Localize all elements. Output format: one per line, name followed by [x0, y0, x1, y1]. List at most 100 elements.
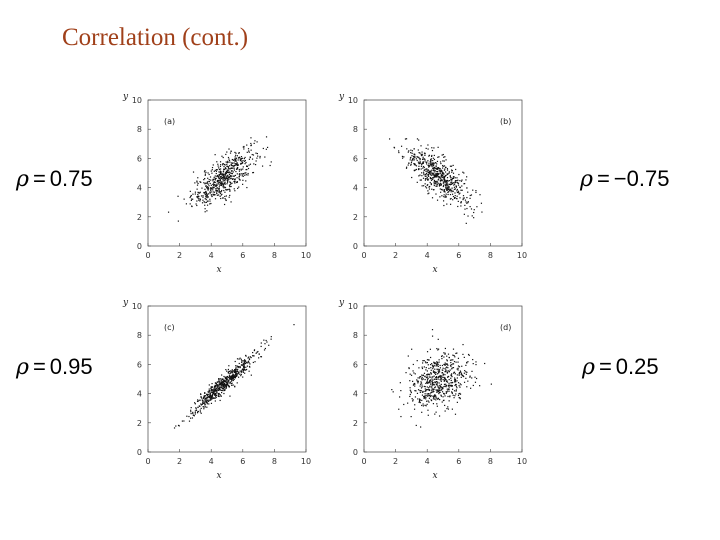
data-point [252, 171, 255, 174]
data-point [408, 150, 410, 152]
data-point [247, 172, 249, 175]
data-point [447, 173, 449, 175]
x-axis-label: x [432, 265, 437, 275]
data-point [413, 169, 415, 171]
data-point [446, 366, 448, 368]
data-point [211, 389, 213, 391]
data-point [437, 167, 439, 169]
data-point [228, 158, 230, 160]
data-point [235, 365, 237, 367]
data-point [444, 352, 446, 354]
data-point [270, 161, 272, 163]
y-tick-label: 2 [137, 419, 142, 428]
y-tick-label: 10 [348, 302, 358, 311]
data-point [445, 193, 447, 195]
data-point [422, 161, 425, 163]
data-point [428, 165, 430, 167]
data-point [204, 406, 206, 408]
data-point [440, 174, 443, 176]
data-point [446, 371, 448, 373]
data-point [429, 363, 432, 366]
data-point [220, 378, 222, 380]
data-point [430, 369, 432, 371]
data-point [433, 361, 435, 363]
data-point [233, 162, 235, 164]
data-point [210, 391, 212, 393]
data-point [192, 412, 194, 415]
data-point [232, 370, 234, 372]
data-point [448, 386, 450, 388]
data-point [432, 172, 434, 174]
data-point [435, 411, 437, 413]
data-point [420, 179, 422, 181]
data-point [443, 380, 445, 382]
data-point [434, 371, 436, 373]
data-point [230, 163, 232, 165]
x-tick-label: 6 [240, 251, 245, 260]
data-point [451, 392, 453, 394]
data-point [443, 194, 445, 196]
y-tick-label: 6 [137, 154, 142, 163]
data-point [227, 175, 229, 177]
data-point [219, 172, 222, 174]
data-point [447, 193, 449, 196]
data-point [216, 381, 219, 383]
data-point [229, 395, 231, 397]
data-point [441, 391, 444, 393]
data-point [454, 177, 456, 179]
data-point [239, 158, 241, 160]
data-point [442, 165, 444, 167]
data-point [220, 194, 222, 196]
data-point [450, 361, 452, 364]
data-point [218, 190, 220, 192]
data-point [239, 159, 242, 162]
data-point [233, 175, 236, 177]
data-point [222, 164, 224, 166]
data-point [254, 361, 256, 363]
data-point [447, 384, 450, 386]
data-point [424, 175, 426, 177]
data-point [230, 375, 232, 377]
data-point [197, 182, 199, 185]
x-tick-label: 0 [145, 457, 150, 466]
data-point [459, 383, 461, 385]
data-point [210, 397, 212, 399]
data-point [431, 385, 433, 387]
data-point [438, 167, 440, 169]
data-point [461, 179, 463, 181]
data-point [421, 154, 424, 156]
data-point [462, 171, 464, 173]
data-point [453, 184, 455, 186]
y-tick-label: 4 [353, 390, 358, 399]
data-point [412, 384, 415, 386]
data-point [234, 360, 236, 363]
data-point [218, 189, 220, 191]
data-point [435, 173, 437, 175]
data-point [426, 370, 428, 372]
data-point [442, 200, 445, 202]
data-point [458, 173, 460, 176]
data-point [250, 149, 252, 151]
data-point [228, 370, 230, 372]
data-point [444, 368, 446, 370]
data-point [414, 383, 416, 385]
data-point [443, 160, 445, 162]
data-point [253, 355, 255, 357]
data-point [444, 385, 446, 387]
data-point [430, 373, 433, 375]
data-point [448, 183, 451, 186]
rho-value: 0.75 [49, 166, 93, 191]
scatter-points [173, 324, 295, 429]
data-point [225, 383, 227, 386]
data-point [197, 196, 199, 198]
data-point [202, 196, 204, 198]
data-point [210, 189, 212, 192]
data-point [244, 359, 246, 362]
data-point [229, 190, 231, 192]
data-point [443, 376, 445, 378]
data-point [417, 398, 419, 400]
data-point [425, 369, 427, 371]
data-point [418, 139, 420, 141]
data-point [436, 199, 439, 201]
data-point [229, 194, 231, 197]
